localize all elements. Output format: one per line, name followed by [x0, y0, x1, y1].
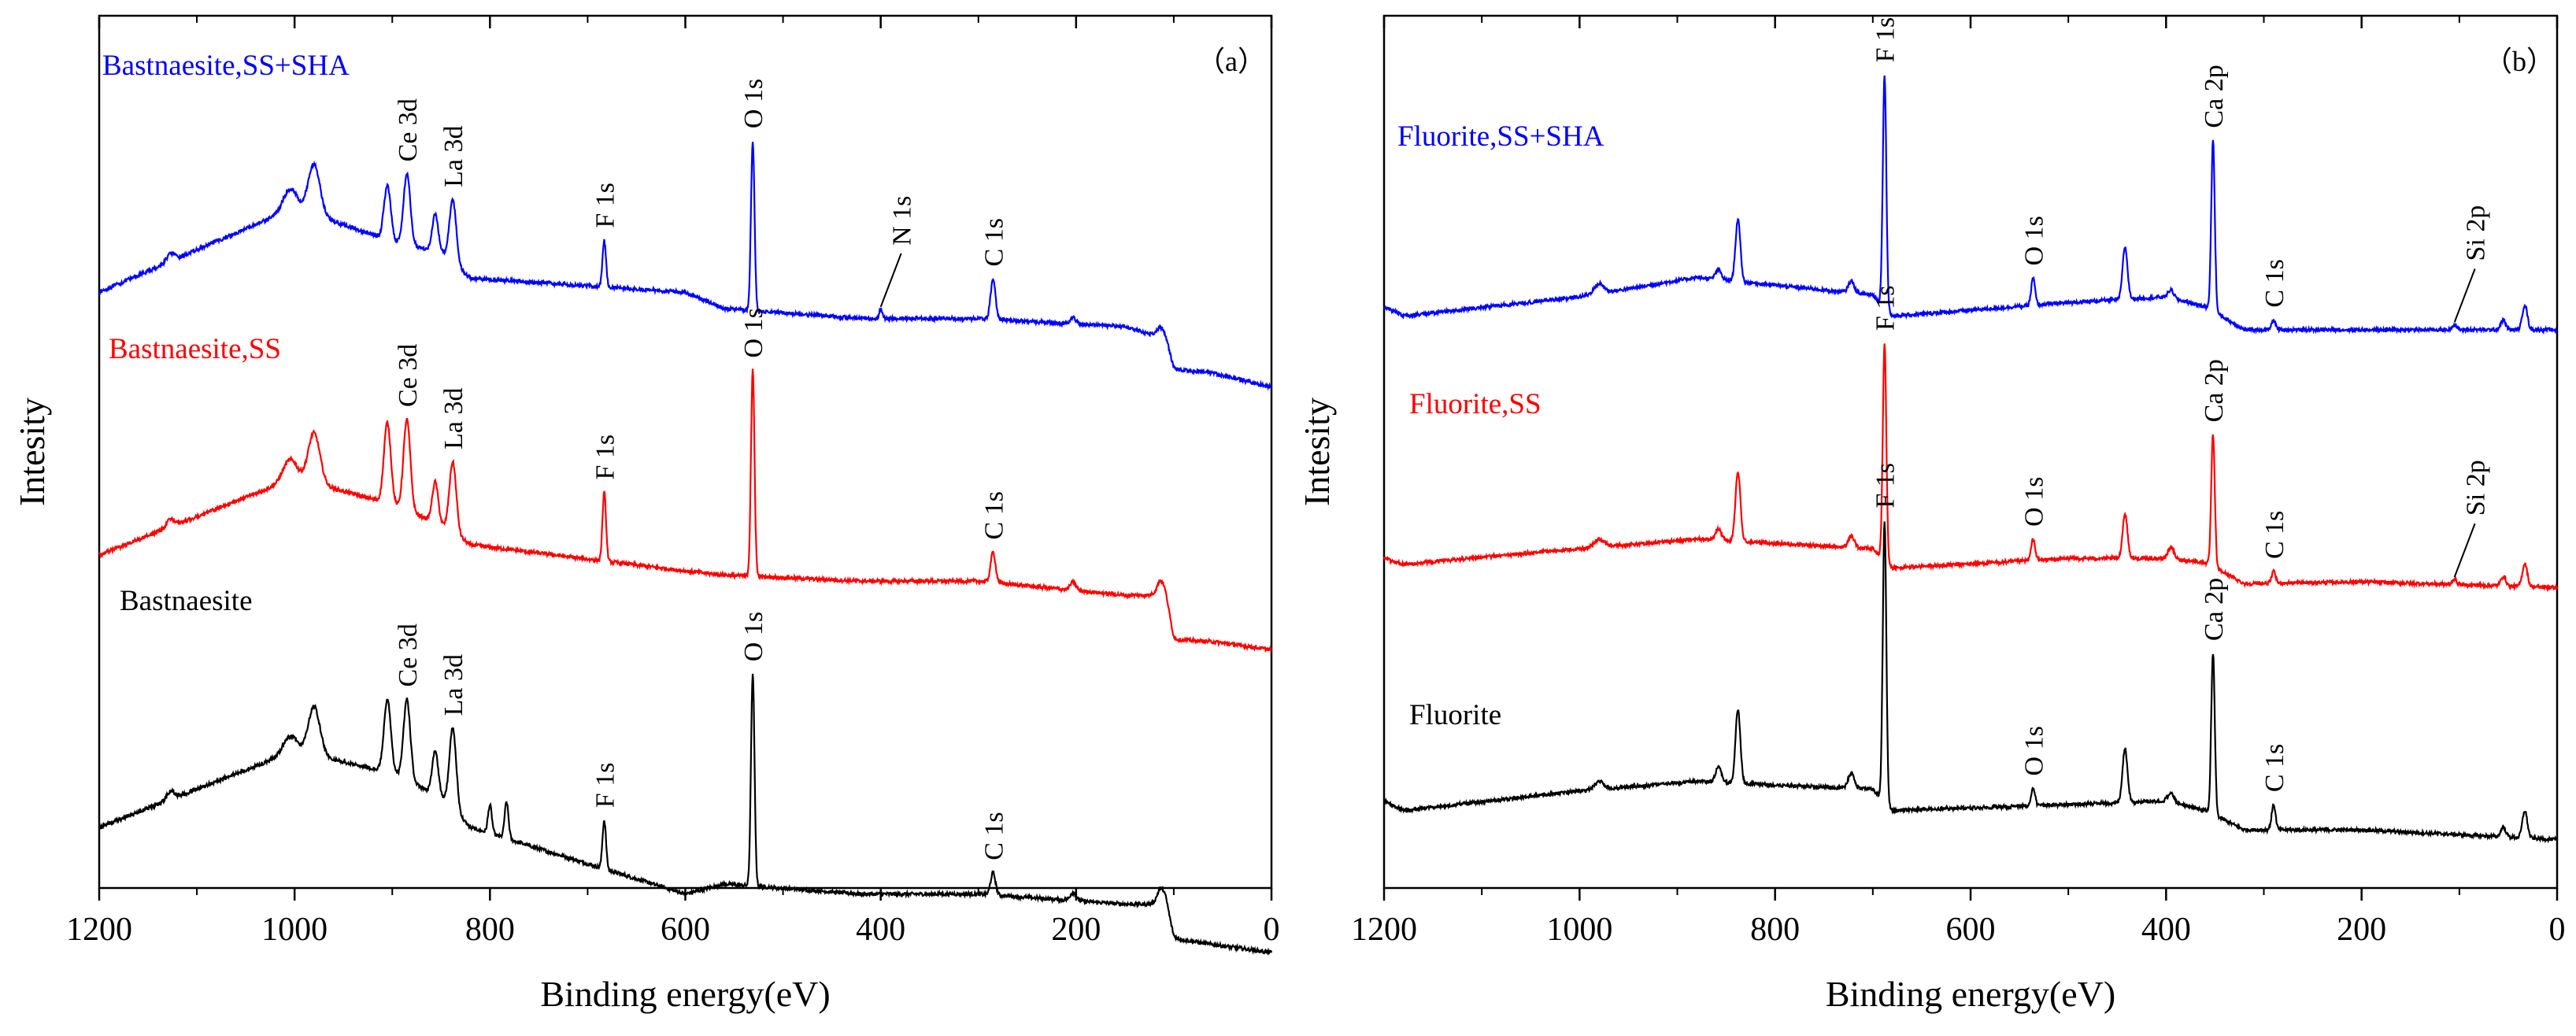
peak-label: Ce 3d	[394, 623, 423, 686]
peak-label: Si 2p	[2462, 460, 2491, 516]
series-label: Fluorite	[1409, 699, 1501, 731]
peak-label: C 1s	[2260, 259, 2289, 307]
x-tick-label: 600	[661, 912, 710, 948]
x-tick-label: 1000	[261, 912, 328, 948]
panel-label: （a）	[1197, 46, 1266, 77]
x-tick-label: 800	[465, 912, 515, 948]
x-tick-label: 1200	[66, 912, 132, 948]
peak-label: N 1s	[888, 196, 917, 246]
peak-label: O 1s	[739, 308, 768, 357]
peak-label: C 1s	[2260, 744, 2289, 792]
peak-label: F 1s	[1871, 17, 1901, 63]
x-tick-label: 0	[1264, 912, 1280, 948]
x-tick-label: 200	[2337, 912, 2386, 948]
x-tick-label: 400	[2141, 912, 2191, 948]
series-line-bastnaesite-ss	[98, 368, 1272, 653]
series-label: Fluorite,SS	[1409, 388, 1542, 420]
peak-label: F 1s	[1871, 285, 1901, 331]
peak-callout-line	[879, 253, 902, 308]
series-line-bastnaesite	[98, 673, 1273, 956]
x-tick-label: 600	[1946, 912, 1996, 948]
series-line-bastnaesite-ss-sha	[98, 142, 1272, 391]
x-tick-label: 200	[1051, 912, 1101, 948]
peak-label: C 1s	[979, 491, 1009, 539]
peak-label: La 3d	[439, 387, 468, 449]
peak-label: La 3d	[439, 126, 468, 187]
x-tick-label: 1000	[1546, 912, 1612, 948]
peak-label: O 1s	[2019, 216, 2049, 265]
x-tick-label: 400	[856, 912, 905, 948]
peak-label: C 1s	[979, 218, 1009, 266]
peak-callout-line	[2453, 523, 2476, 578]
peak-label: C 1s	[2260, 511, 2289, 559]
peak-label: Ce 3d	[394, 98, 423, 161]
chart-panel-a: 1200 1000 800 600 400 200 0 Binding energy(eV) I…	[12, 14, 1280, 1014]
peak-label: O 1s	[739, 612, 768, 661]
peak-label: Ca 2p	[2200, 359, 2229, 422]
peak-label: Ca 2p	[2200, 65, 2229, 128]
peak-label: F 1s	[591, 435, 620, 480]
peak-label: Si 2p	[2462, 205, 2491, 261]
y-axis-title: Intesity	[1297, 398, 1337, 506]
y-axis-title: Intesity	[12, 398, 52, 506]
series-line-fluorite-ss	[1382, 343, 2559, 593]
peak-label: O 1s	[739, 79, 768, 128]
series-line-fluorite	[1383, 521, 2558, 844]
peak-label: La 3d	[439, 654, 468, 716]
peak-label: O 1s	[2019, 477, 2049, 527]
panel-label: （b）	[2484, 46, 2555, 77]
peak-label: C 1s	[979, 812, 1009, 860]
series-label: Bastnaesite,SS	[109, 333, 281, 365]
x-axis-title: Binding energy(eV)	[1826, 974, 2115, 1014]
x-axis-title: Binding energy(eV)	[540, 974, 830, 1014]
peak-label: F 1s	[591, 183, 620, 228]
chart-panel-b: 1200 1000 800 600 400 200 0 Binding energy(eV) I…	[1297, 14, 2566, 1014]
peak-label: F 1s	[591, 763, 620, 808]
series-label: Bastnaesite,SS+SHA	[102, 50, 350, 82]
x-tick-label: 0	[2549, 912, 2566, 948]
series-line-fluorite-ss-sha	[1382, 75, 2558, 335]
peak-label: Ce 3d	[394, 344, 423, 407]
series-label: Bastnaesite	[120, 585, 253, 617]
x-tick-label: 800	[1750, 912, 1800, 948]
peak-label: O 1s	[2019, 726, 2049, 775]
peak-label: F 1s	[1871, 463, 1901, 509]
x-tick-label: 1200	[1351, 912, 1417, 948]
series-label: Fluorite,SS+SHA	[1397, 120, 1604, 153]
peak-label: Ca 2p	[2200, 578, 2229, 641]
peak-callout-line	[2453, 268, 2476, 323]
